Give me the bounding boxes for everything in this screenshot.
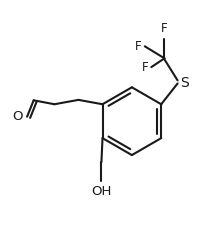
Text: F: F — [161, 22, 168, 35]
Text: F: F — [135, 40, 141, 53]
Text: O: O — [12, 110, 23, 123]
Text: F: F — [141, 61, 148, 74]
Text: S: S — [180, 76, 189, 90]
Text: OH: OH — [91, 185, 112, 198]
